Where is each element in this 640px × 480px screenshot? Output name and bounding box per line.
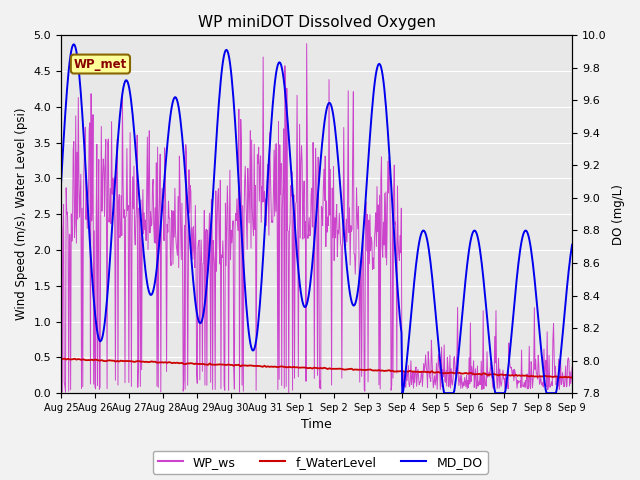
- Text: WP_met: WP_met: [74, 58, 127, 71]
- Title: WP miniDOT Dissolved Oxygen: WP miniDOT Dissolved Oxygen: [198, 15, 435, 30]
- Legend: WP_ws, f_WaterLevel, MD_DO: WP_ws, f_WaterLevel, MD_DO: [152, 451, 488, 474]
- X-axis label: Time: Time: [301, 419, 332, 432]
- Y-axis label: DO (mg/L): DO (mg/L): [612, 184, 625, 245]
- Y-axis label: Wind Speed (m/s), Water Level (psi): Wind Speed (m/s), Water Level (psi): [15, 108, 28, 321]
